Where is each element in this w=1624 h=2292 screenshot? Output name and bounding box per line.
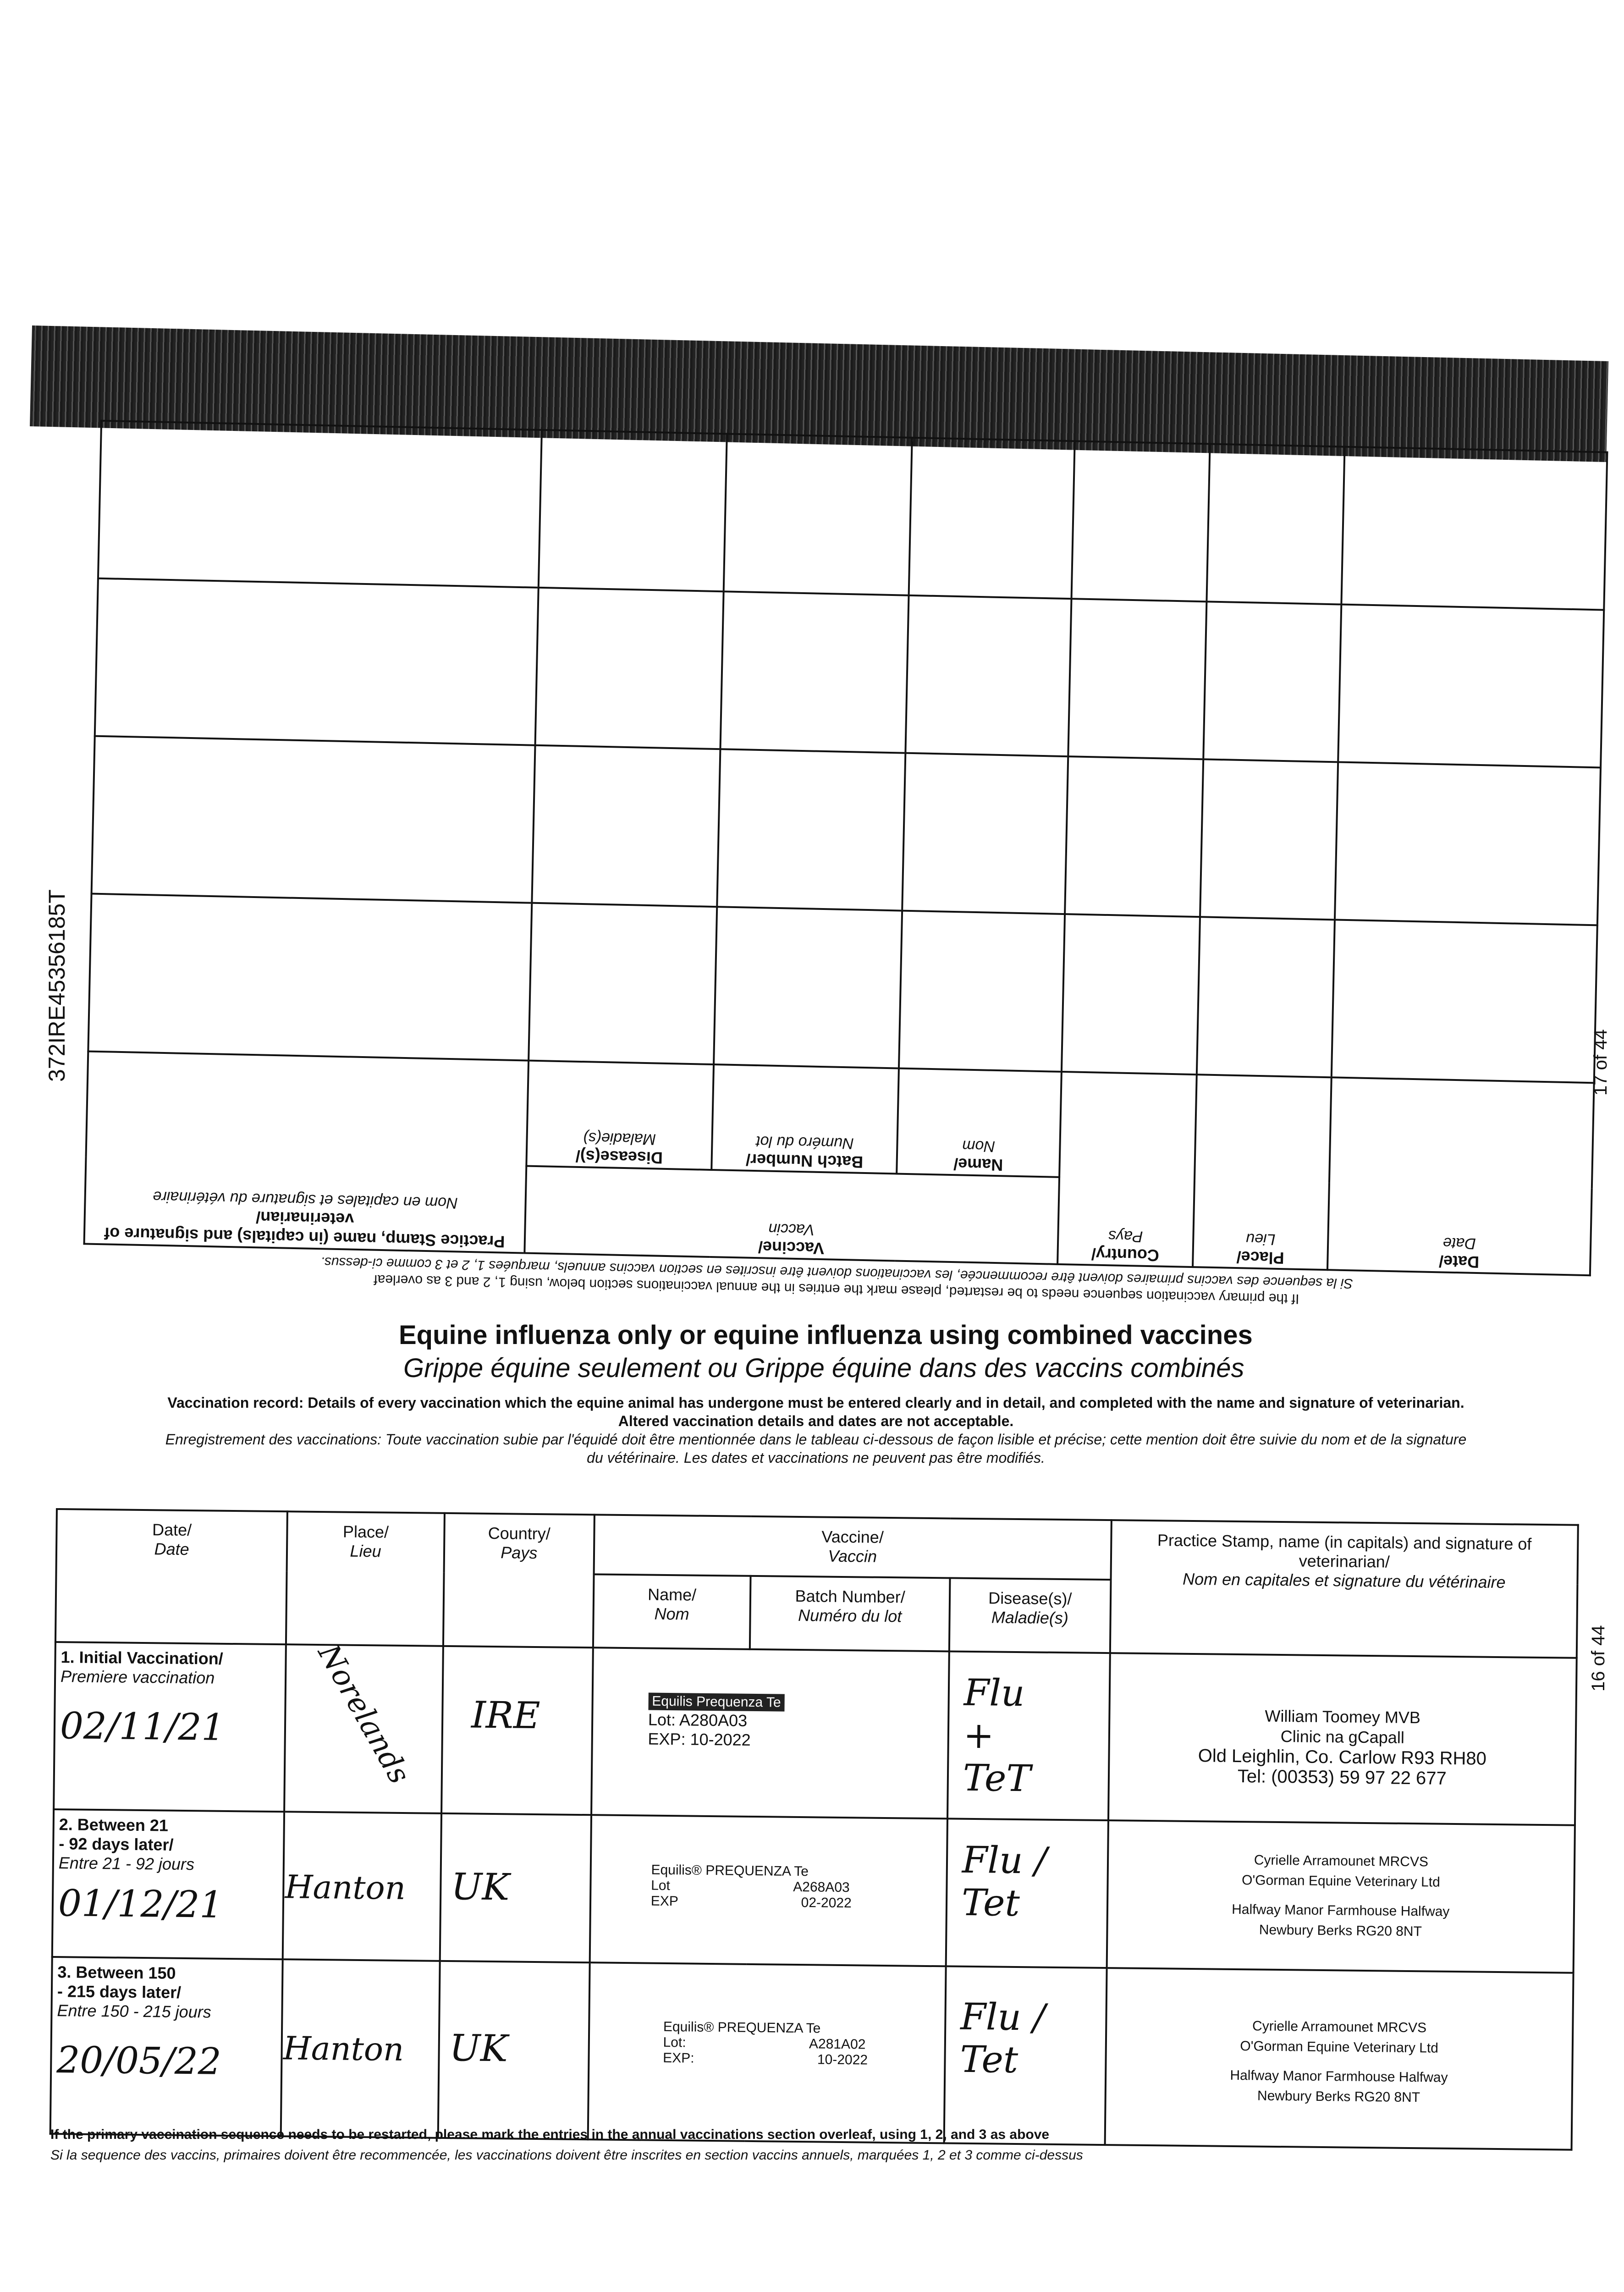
header-stamp: Practice Stamp, name (in capitals) and s… <box>84 1051 528 1253</box>
row-date-cell: 2. Between 21 - 92 days later/ Entre 21 … <box>52 1809 285 1960</box>
row-place: Hanton <box>282 1812 441 1961</box>
row-stamp: Cyrielle Arramounet MRCVS O'Gorman Equine… <box>1105 1968 1574 2150</box>
footnote-fr: Si la sequence des vaccins, primaires do… <box>50 2148 1083 2163</box>
row-disease: Flu / Tet <box>944 1966 1107 2145</box>
row-vaccine-label: Equilis Prequenza Te Lot: A280A03 EXP: 1… <box>591 1647 949 1819</box>
empty-row <box>94 578 1604 768</box>
row-country: UK <box>440 1813 591 1963</box>
horse-id-vertical: 372IRE45356185T <box>44 889 70 1082</box>
row-place: Hanton <box>281 1959 440 2138</box>
header-date: Date/Date <box>1327 1077 1594 1276</box>
row-country: UK <box>438 1961 590 2140</box>
row-place: Norelands <box>284 1638 443 1813</box>
header-vaccine: Vaccine/Vaccin <box>524 1166 1059 1264</box>
table-row: 2. Between 21 - 92 days later/ Entre 21 … <box>52 1809 1575 1973</box>
empty-row <box>88 893 1597 1083</box>
record-instructions: Vaccination record: Details of every vac… <box>46 1394 1586 1467</box>
table-row: 1. Initial Vaccination/ Premiere vaccina… <box>54 1638 1577 1825</box>
header-country: Country/Pays <box>1057 1071 1197 1267</box>
empty-row <box>91 736 1601 926</box>
header-stamp: Practice Stamp, name (in capitals) and s… <box>1110 1520 1578 1658</box>
row-disease: Flu / Tet <box>946 1818 1108 1968</box>
header-batch: Batch Number/Numéro du lot <box>711 1064 899 1174</box>
empty-row <box>98 420 1607 610</box>
row-vaccine-label: Equilis® PREQUENZA Te Lot A268A03 EXP 02… <box>589 1815 947 1967</box>
footnote-en: If the primary vaccination sequence need… <box>50 2127 1050 2142</box>
header-country: Country/Pays <box>443 1513 595 1648</box>
record-instructions-fr: Enregistrement des vaccinations: Toute v… <box>165 1431 1467 1466</box>
row-vaccine-label: Equilis® PREQUENZA Te Lot: A281A02 EXP: … <box>588 1962 946 2143</box>
row-date-cell: 3. Between 150 - 215 days later/ Entre 1… <box>50 1956 283 2137</box>
header-place: Place/Lieu <box>286 1511 445 1646</box>
section-title-fr: Grippe équine seulement ou Grippe équine… <box>403 1353 1244 1383</box>
header-date: Date/Date <box>55 1509 288 1645</box>
table-row: 3. Between 150 - 215 days later/ Entre 1… <box>50 1956 1574 2150</box>
annual-vaccination-table-reversed: If the primary vaccination sequence need… <box>83 420 1608 1306</box>
row-date-cell: 1. Initial Vaccination/ Premiere vaccina… <box>54 1642 286 1812</box>
header-disease: Disease(s)/Maladie(s) <box>526 1060 714 1170</box>
header-name: Name/Nom <box>897 1068 1062 1177</box>
row-country: IRE <box>441 1646 593 1815</box>
row-stamp: Cyrielle Arramounet MRCVS O'Gorman Equine… <box>1107 1820 1575 1973</box>
section-title-en: Equine influenza only or equine influenz… <box>399 1320 1253 1350</box>
header-place: Place/Lieu <box>1192 1074 1332 1270</box>
page-number-lower: 16 of 44 <box>1588 1625 1608 1691</box>
upper-table: Date/Date Place/Lieu Country/Pays Vaccin… <box>83 420 1608 1277</box>
primary-vaccination-table: Date/Date Place/Lieu Country/Pays Vaccin… <box>50 1508 1579 2150</box>
header-name: Name/Nom <box>593 1574 751 1649</box>
record-instructions-en: Vaccination record: Details of every vac… <box>167 1394 1464 1429</box>
header-batch: Batch Number/Numéro du lot <box>750 1576 950 1652</box>
header-disease: Disease(s)/Maladie(s) <box>949 1578 1111 1653</box>
header-vaccine: Vaccine/Vaccin <box>594 1515 1112 1580</box>
row-disease: Flu + TeT <box>947 1651 1110 1821</box>
row-stamp: William Toomey MVB Clinic na gCapall Old L… <box>1108 1653 1577 1825</box>
